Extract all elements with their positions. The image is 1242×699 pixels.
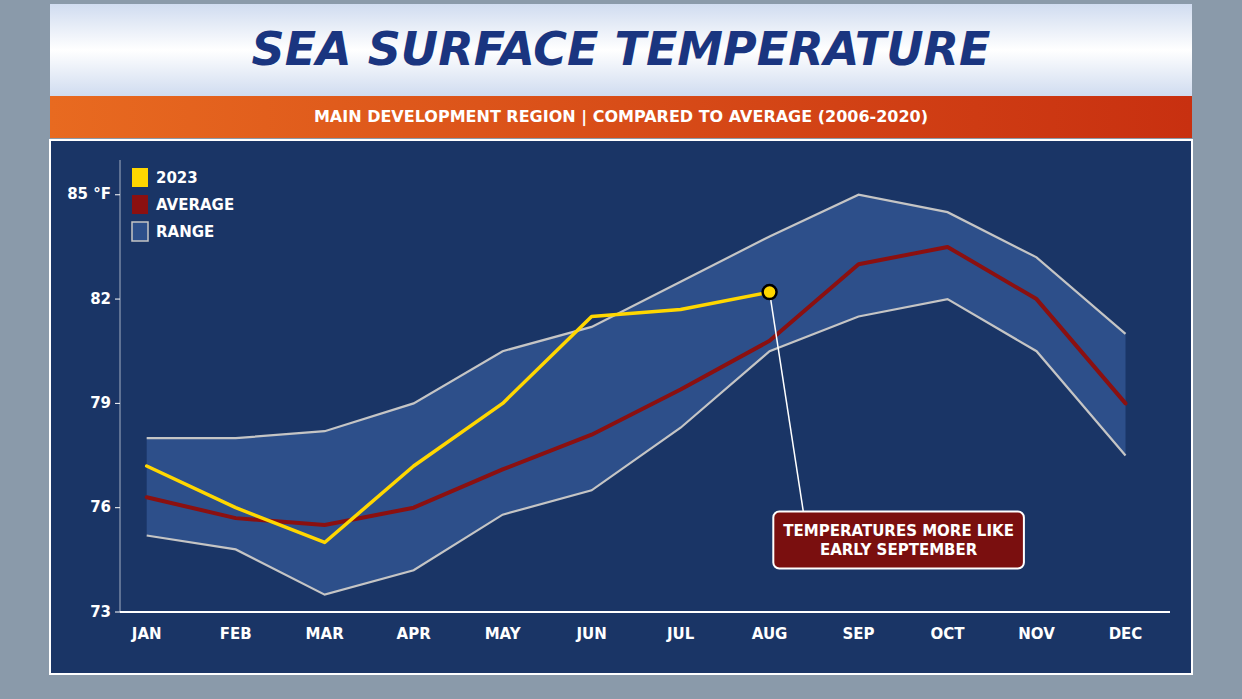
y-tick [115,299,120,300]
chart-frame [50,140,1192,674]
annotation-group: TEMPERATURES MORE LIKEEARLY SEPTEMBER [773,512,1024,569]
annotation-box [773,512,1024,569]
legend-swatch [132,195,148,214]
range-low-line [147,299,1126,595]
x-tick-label: SEP [843,625,875,643]
legend: 2023 AVERAGE RANGE [132,168,234,241]
subtitle: MAIN DEVELOPMENT REGION | COMPARED TO AV… [314,107,928,127]
background [0,0,1242,699]
legend-label: AVERAGE [156,196,234,214]
legend-swatch [132,168,148,187]
chart-svg: SEA SURFACE TEMPERATURE MAIN DEVELOPMENT … [0,0,1242,699]
y-tick-label: 73 [90,603,111,621]
series-line [147,292,770,542]
x-tick-label: JUL [666,625,695,643]
legend-label: 2023 [156,169,198,187]
plot-marks [147,195,1126,595]
legend-label: RANGE [156,223,214,241]
x-axis-line [120,611,1170,613]
x-tick-label: MAY [485,625,522,643]
x-tick-label: JAN [131,625,162,643]
range-band [147,195,1126,595]
y-tick-label: 82 [90,290,111,308]
x-tick-label: APR [397,625,432,643]
annotation-connector [770,292,804,511]
x-tick-label: MAR [306,625,345,643]
title: SEA SURFACE TEMPERATURE [252,22,991,76]
subtitle-bar [50,96,1192,138]
x-tick-label: DEC [1109,625,1143,643]
series-line [147,247,1126,525]
annotation-line: EARLY SEPTEMBER [820,541,978,559]
y-tick [115,194,120,195]
x-tick-label: OCT [931,625,966,643]
y-tick-label: 85 °F [67,185,111,203]
legend-swatch [132,222,148,241]
x-tick-label: JUN [575,625,606,643]
annotation: TEMPERATURES MORE LIKEEARLY SEPTEMBER [783,522,1014,559]
x-tick-label: NOV [1018,625,1055,643]
annotation-line: TEMPERATURES MORE LIKE [783,522,1014,540]
end-marker [763,285,777,299]
y-tick-label: 76 [90,498,111,516]
y-tick [115,403,120,404]
y-tick-label: 79 [90,394,111,412]
x-tick-label: FEB [220,625,252,643]
y-tick [115,507,120,508]
title-banner [50,4,1192,96]
connector-group [770,292,804,511]
y-axis-line [120,160,121,612]
y-tick [115,612,120,613]
x-tick-label: AUG [752,625,788,643]
